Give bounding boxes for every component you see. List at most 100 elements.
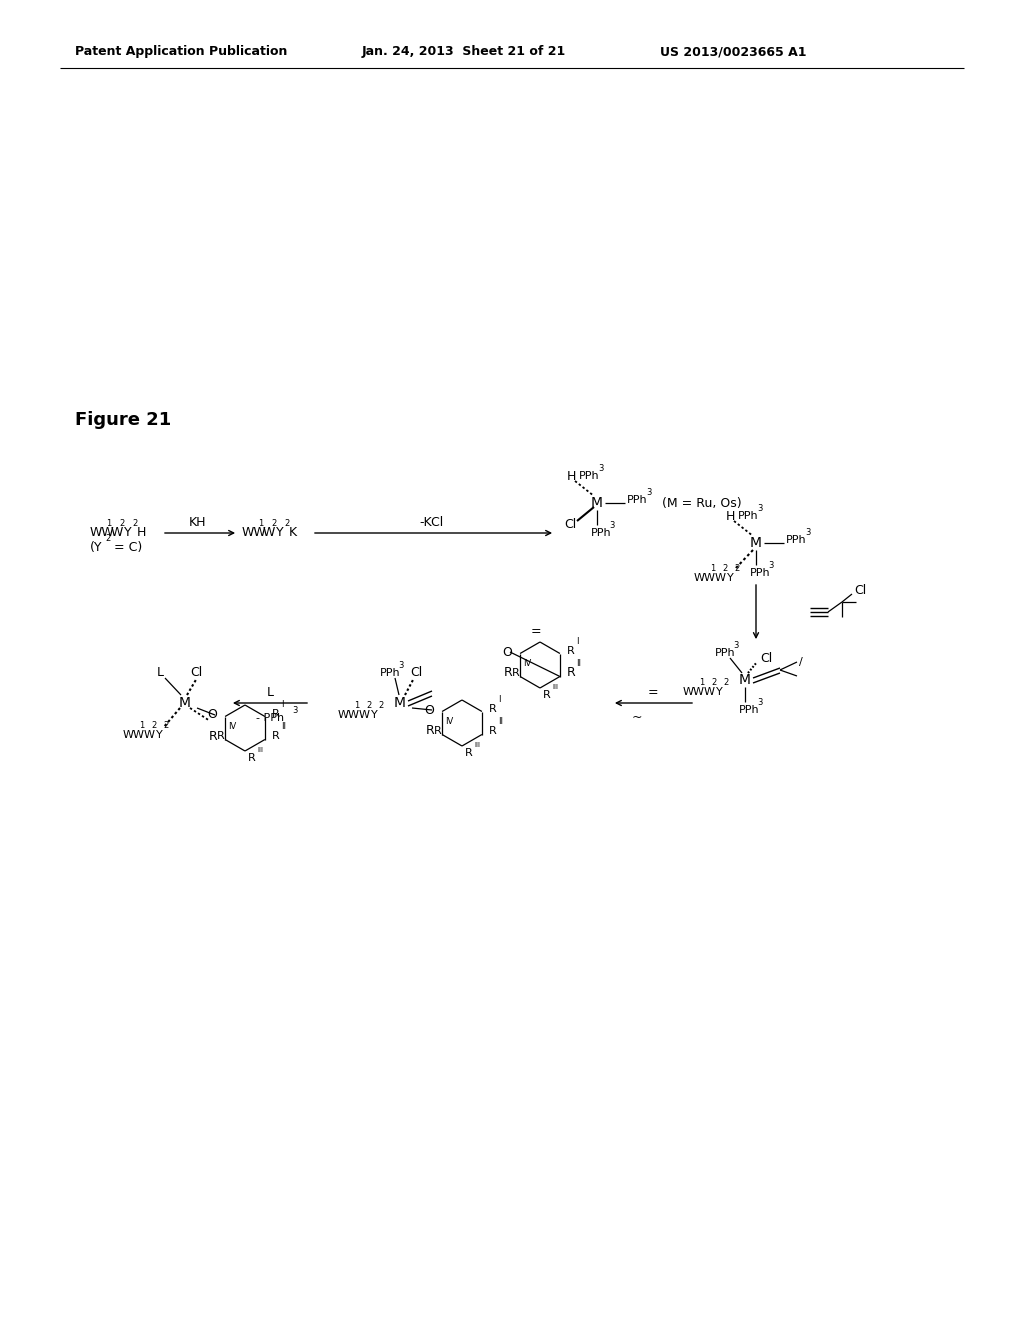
Text: 2: 2 (711, 678, 716, 686)
Text: 2: 2 (734, 564, 739, 573)
Text: /: / (799, 657, 803, 667)
Text: R: R (567, 645, 574, 656)
Text: 3: 3 (398, 661, 403, 671)
Text: I: I (575, 638, 579, 645)
Text: 3: 3 (646, 488, 651, 498)
Text: (Y: (Y (90, 541, 102, 554)
Text: L: L (266, 686, 273, 700)
Text: -KCl: -KCl (420, 516, 444, 529)
Text: PPh: PPh (591, 528, 611, 539)
Text: R: R (504, 667, 513, 680)
Text: R: R (434, 726, 441, 737)
Text: K: K (289, 527, 297, 540)
Text: 1: 1 (258, 519, 263, 528)
Text: =: = (530, 626, 542, 639)
Text: H: H (567, 470, 577, 483)
Text: 1: 1 (106, 519, 112, 528)
Text: R: R (465, 748, 473, 758)
Text: Cl: Cl (564, 519, 577, 532)
Text: PPh: PPh (380, 668, 400, 678)
Text: 3: 3 (598, 465, 603, 473)
Text: H: H (137, 527, 146, 540)
Text: R: R (489, 704, 497, 714)
Text: M: M (179, 696, 191, 710)
Text: M: M (591, 496, 603, 510)
Text: W: W (705, 686, 715, 697)
Text: R: R (209, 730, 218, 742)
Text: WW: WW (694, 573, 716, 583)
Text: Jan. 24, 2013  Sheet 21 of 21: Jan. 24, 2013 Sheet 21 of 21 (362, 45, 566, 58)
Text: L: L (157, 667, 164, 680)
Text: R: R (489, 726, 497, 737)
Text: R: R (426, 725, 435, 738)
Text: PPh: PPh (786, 535, 807, 545)
Text: 2: 2 (105, 535, 111, 543)
Text: 3: 3 (805, 528, 810, 537)
Text: O: O (424, 704, 434, 717)
Text: R: R (543, 690, 551, 700)
Text: 1: 1 (710, 564, 715, 573)
Text: 1: 1 (699, 678, 705, 686)
Text: PPh: PPh (579, 471, 600, 480)
Text: Y: Y (124, 527, 132, 540)
Text: WW: WW (683, 686, 705, 697)
Text: M: M (739, 673, 751, 686)
Text: Cl: Cl (760, 652, 772, 664)
Text: 2: 2 (723, 678, 728, 686)
Text: R: R (272, 731, 280, 741)
Text: PPh: PPh (739, 705, 760, 715)
Text: Figure 21: Figure 21 (75, 411, 171, 429)
Text: - PPh: - PPh (256, 713, 284, 723)
Text: 2: 2 (151, 721, 157, 730)
Text: W: W (263, 527, 275, 540)
Text: W: W (111, 527, 123, 540)
Text: W: W (144, 730, 155, 741)
Text: 2: 2 (132, 519, 137, 528)
Text: R: R (512, 668, 520, 678)
Text: 3: 3 (733, 642, 738, 649)
Text: 3: 3 (757, 504, 763, 513)
Text: US 2013/0023665 A1: US 2013/0023665 A1 (660, 45, 807, 58)
Text: 1: 1 (139, 721, 144, 730)
Text: WW: WW (242, 527, 266, 540)
Text: R: R (272, 709, 280, 719)
Text: II: II (498, 717, 503, 726)
Text: W: W (715, 573, 726, 583)
Text: Cl: Cl (190, 667, 203, 680)
Text: = C): = C) (110, 541, 142, 554)
Text: PPh: PPh (627, 495, 647, 506)
Text: WW: WW (338, 710, 360, 719)
Text: 3: 3 (292, 706, 297, 715)
Text: 2: 2 (119, 519, 124, 528)
Text: III: III (257, 747, 263, 752)
Text: II: II (281, 722, 286, 731)
Text: Y: Y (276, 527, 284, 540)
Text: 3: 3 (757, 698, 763, 708)
Text: 1: 1 (354, 701, 359, 710)
Text: R: R (567, 667, 575, 680)
Text: H: H (726, 510, 735, 523)
Text: M: M (394, 696, 406, 710)
Text: 2: 2 (366, 701, 372, 710)
Text: Patent Application Publication: Patent Application Publication (75, 45, 288, 58)
Text: IV: IV (523, 659, 531, 668)
Text: I: I (498, 696, 501, 704)
Text: R: R (217, 731, 224, 741)
Text: WW: WW (90, 527, 115, 540)
Text: KH: KH (189, 516, 207, 529)
Text: Cl: Cl (410, 667, 422, 680)
Text: O: O (502, 645, 512, 659)
Text: 2: 2 (722, 564, 727, 573)
Text: R: R (248, 752, 256, 763)
Text: PPh: PPh (750, 568, 771, 578)
Text: IV: IV (445, 717, 454, 726)
Text: 2: 2 (271, 519, 276, 528)
Text: III: III (552, 684, 558, 690)
Text: 2: 2 (378, 701, 383, 710)
Text: O: O (207, 709, 217, 722)
Text: Y: Y (716, 686, 723, 697)
Text: ~: ~ (632, 710, 642, 723)
Text: I: I (281, 700, 284, 709)
Text: Y: Y (371, 710, 378, 719)
Text: 3: 3 (609, 521, 614, 531)
